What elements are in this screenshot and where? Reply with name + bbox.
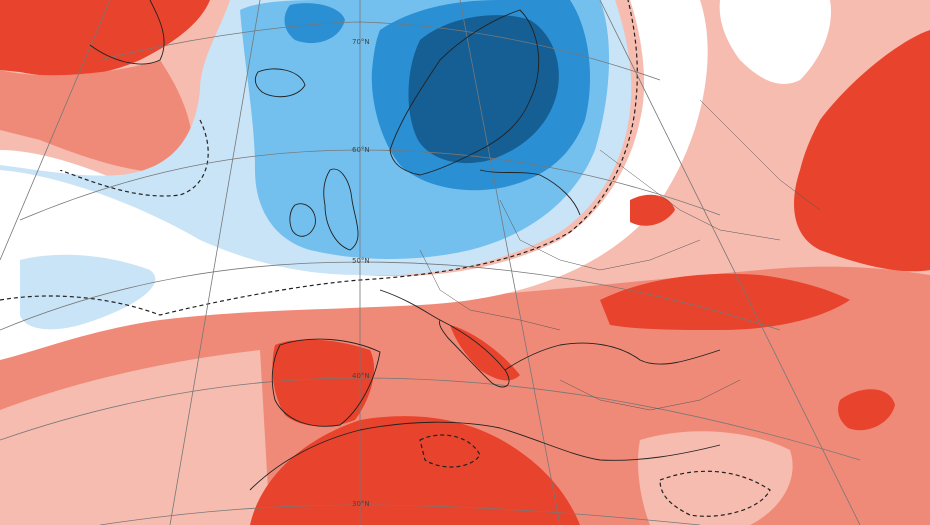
coastline-ireland (289, 203, 316, 237)
coastline-iberia (271, 338, 381, 427)
coastline-british-isles (323, 168, 359, 251)
strong-warm-region-north-africa (250, 416, 580, 525)
coastline-north-africa (249, 421, 721, 491)
coastline-scandinavia (389, 9, 540, 176)
border-line-4 (699, 99, 821, 211)
country-borders (419, 99, 821, 411)
coastline-europe-south (379, 289, 721, 371)
border-line-2 (499, 199, 701, 271)
extreme-cold-core (408, 15, 559, 164)
graticule (0, 0, 861, 525)
border-line-1 (419, 249, 561, 331)
cold-patch-norwegian-sea (284, 3, 345, 44)
parallel-40n (0, 377, 861, 461)
latitude-label-40n: 40°N (352, 372, 370, 380)
dashed-contour-zero-line (0, 0, 638, 316)
dashed-contour-north-africa (419, 434, 481, 468)
border-line-3 (599, 149, 781, 241)
coastline-iceland (254, 68, 306, 98)
latitude-label-70n: 70°N (352, 38, 370, 46)
meridian-west-1 (0, 0, 111, 261)
strong-warm-region-east (838, 389, 895, 431)
strong-warm-region-poland (630, 194, 675, 226)
moderate-warm-region-labrador (0, 60, 193, 173)
coastlines (89, 0, 721, 491)
strong-warm-region-balkans (600, 273, 850, 330)
neutral-patch-southeast (638, 431, 793, 525)
neutral-band (0, 0, 708, 360)
dashed-contour-southeast (659, 470, 771, 517)
coastline-greenland (89, 0, 165, 65)
strong-warm-region-greenland (0, 0, 210, 77)
coastline-baltic (479, 169, 581, 216)
weak-warm-region-atlantic (0, 350, 270, 525)
strong-warm-region-iberia (272, 339, 375, 427)
strong-warm-region-russia (794, 30, 930, 272)
weak-cold-tongue-southwest (20, 254, 156, 330)
meridian-east-1 (459, 0, 561, 525)
latitude-label-30n: 30°N (352, 500, 370, 508)
latitude-label-60n: 60°N (352, 146, 370, 154)
dashed-contours (0, 0, 771, 517)
neutral-patch-north (719, 0, 831, 84)
meridian-east-2 (599, 0, 861, 525)
latitude-label-50n: 50°N (352, 257, 370, 265)
meridian-west-2 (169, 0, 261, 525)
dashed-contour-labrador (59, 119, 209, 197)
border-line-5 (559, 379, 741, 411)
coastline-italy (439, 319, 510, 388)
